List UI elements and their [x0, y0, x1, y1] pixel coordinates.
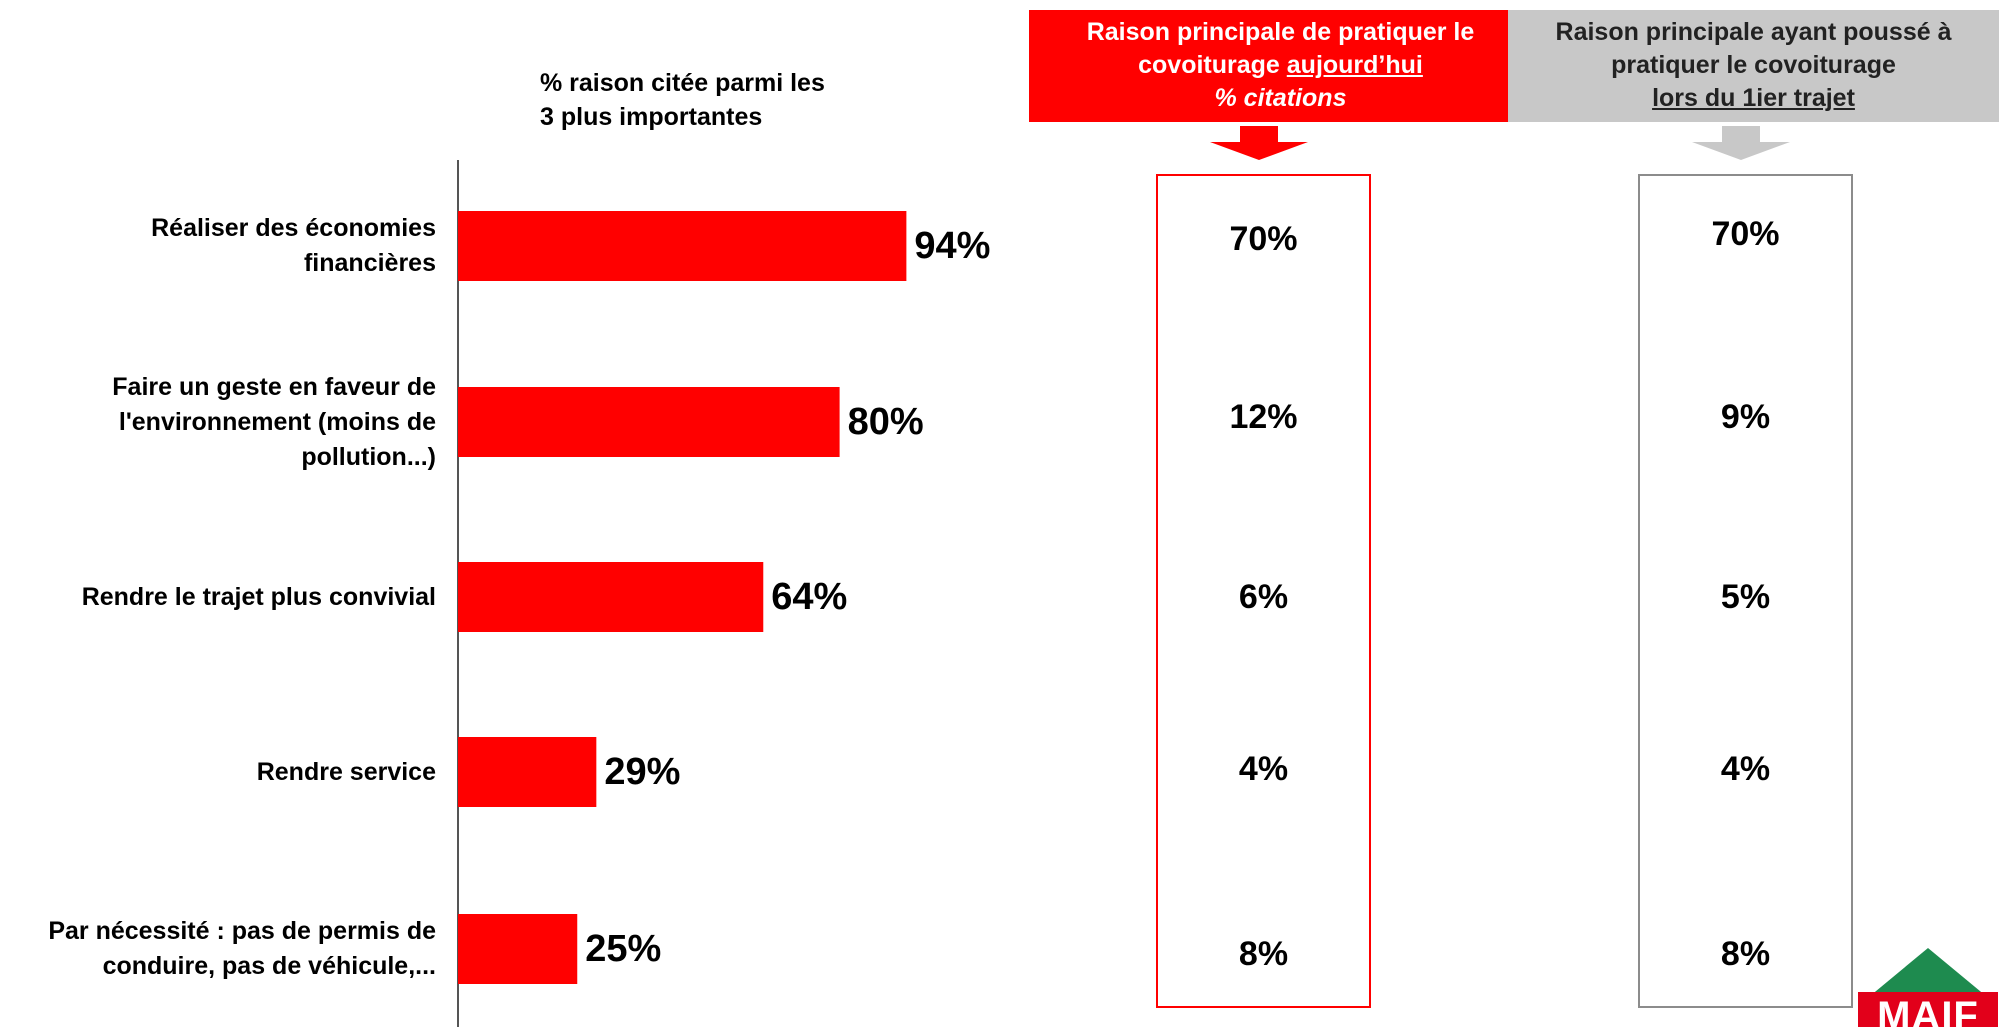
logo-triangle-icon [1858, 948, 1998, 1027]
header-today: Raison principale de pratiquer le covoit… [1029, 10, 1532, 122]
category-label-line: Par nécessité : pas de permis de [48, 917, 436, 945]
header-first-trip: Raison principale ayant poussé à pratiqu… [1508, 10, 1999, 122]
header-today-line-1: Raison principale de pratiquer le [1086, 18, 1475, 46]
subtitle-line-2: 3 plus importantes [540, 103, 763, 131]
header-today-line-2: covoiturage aujourd’hui [1029, 49, 1532, 82]
today-value: 8% [1238, 935, 1289, 973]
bar [458, 914, 578, 984]
first-trip-value: 8% [1720, 935, 1771, 973]
bars-group [458, 211, 907, 984]
category-label-line: financières [303, 249, 436, 277]
category-label: Rendre service [0, 755, 436, 790]
bar-value-label: 29% [604, 751, 681, 793]
arrow-down-gray-icon [1692, 126, 1790, 160]
bar [458, 387, 840, 457]
bar-value-label: 80% [847, 401, 924, 443]
header-today-line-2a: covoiturage [1138, 51, 1287, 79]
first-trip-value: 4% [1720, 750, 1771, 788]
today-value: 12% [1229, 398, 1298, 436]
category-label-line: l'environnement (moins de [118, 407, 436, 436]
first-trip-values-box [1638, 174, 1853, 1008]
header-first-line-2: pratiquer le covoiturage [1611, 51, 1896, 79]
bar-value-label: 25% [585, 928, 662, 970]
today-value: 70% [1229, 220, 1298, 258]
today-value: 4% [1238, 750, 1289, 788]
category-label-line: Rendre le trajet plus convivial [81, 582, 436, 611]
category-label: Faire un geste en faveur de l'environnem… [0, 370, 436, 475]
first-trip-value: 5% [1720, 578, 1771, 616]
category-label-line: Réaliser des économies [151, 214, 436, 242]
subtitle-line-1: % raison citée parmi les [540, 69, 825, 97]
bar [458, 737, 597, 807]
first-trip-value: 9% [1720, 398, 1771, 436]
maif-logo: MAIF [1858, 948, 1998, 1027]
category-label-line: pollution...) [301, 442, 436, 471]
today-values-box [1156, 174, 1371, 1008]
header-first-line-1: Raison principale ayant poussé à [1555, 18, 1952, 46]
today-value: 6% [1238, 578, 1289, 616]
bar [458, 562, 764, 632]
category-label: Réaliser des économies financières [0, 211, 436, 281]
bar-value-label: 94% [914, 225, 991, 267]
chart-subtitle: % raison citée parmi les 3 plus importan… [540, 66, 900, 134]
category-label-line: conduire, pas de véhicule,... [102, 952, 436, 980]
arrow-down-red-icon [1210, 126, 1308, 160]
category-label: Rendre le trajet plus convivial [0, 580, 436, 615]
bar-value-label: 64% [771, 576, 848, 618]
header-today-line-3: % citations [1214, 84, 1347, 112]
header-today-line-2b: aujourd’hui [1286, 51, 1423, 79]
logo-text: MAIF [1877, 994, 1979, 1027]
category-label-line: Faire un geste en faveur de [112, 372, 436, 401]
category-label-line: Rendre service [256, 757, 436, 786]
header-first-line-3: lors du 1ier trajet [1652, 84, 1855, 112]
first-trip-value: 70% [1711, 215, 1780, 253]
bar [458, 211, 907, 281]
category-label: Par nécessité : pas de permis de conduir… [0, 914, 436, 984]
